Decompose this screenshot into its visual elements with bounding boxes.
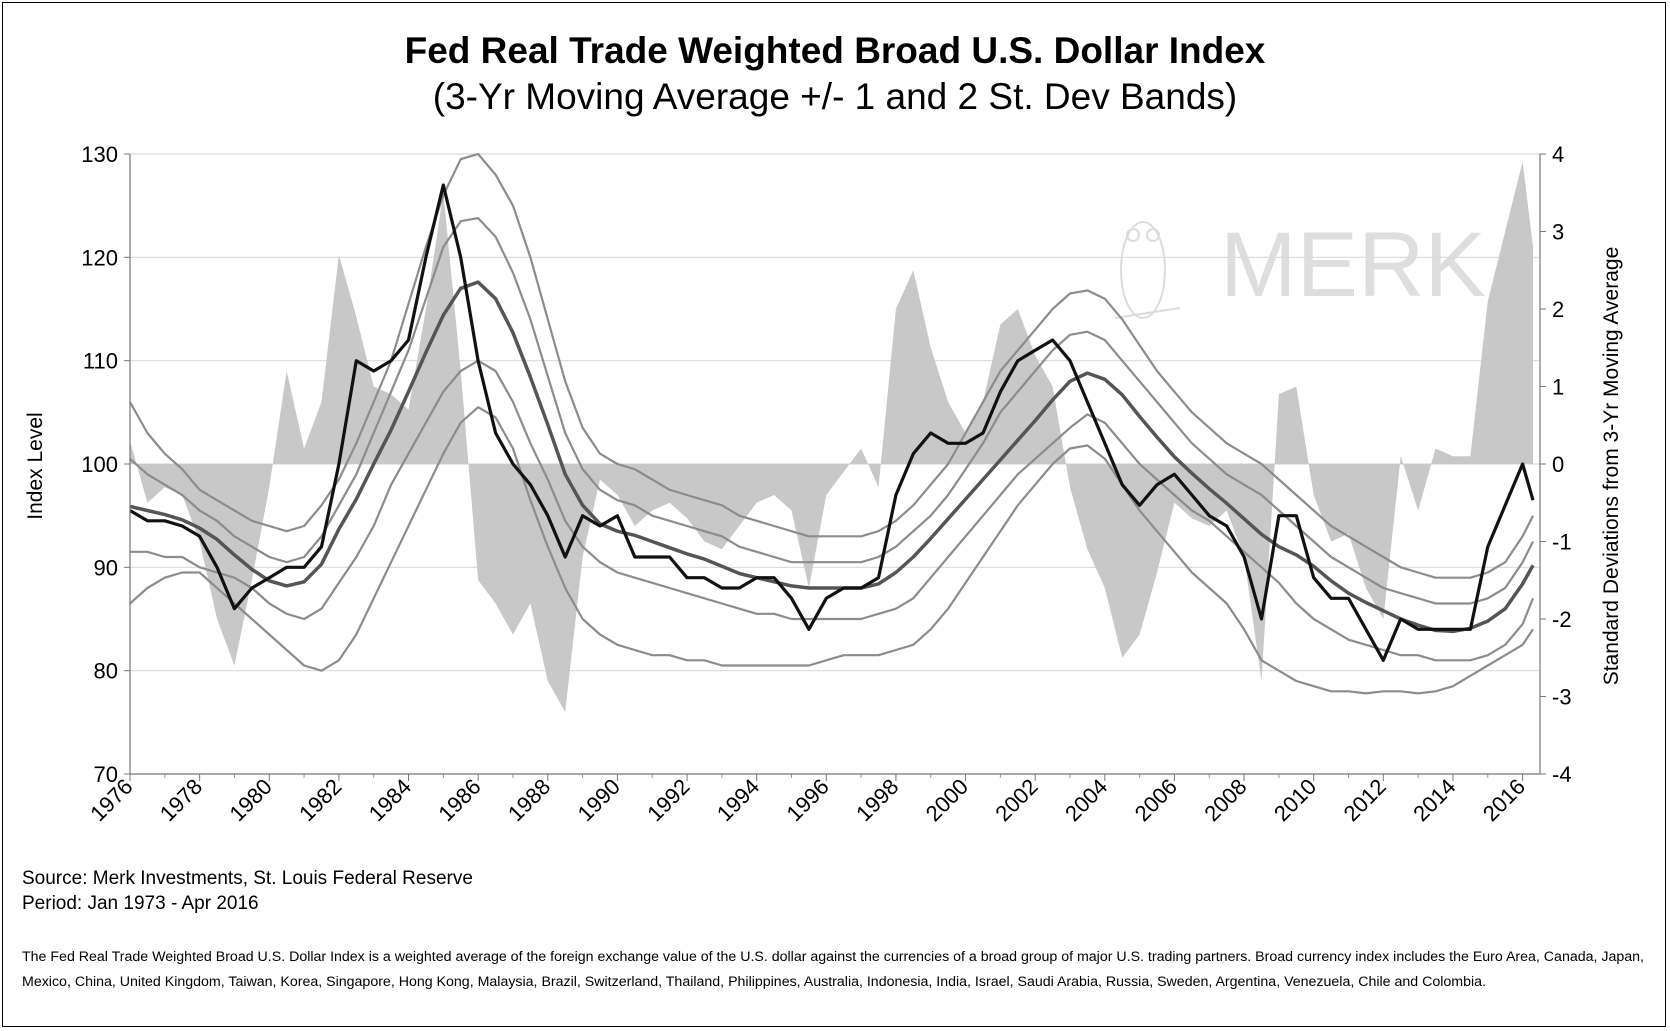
y-tick-label: 110 bbox=[83, 349, 118, 374]
x-tick-label: 2016 bbox=[1478, 774, 1530, 826]
deviation-area bbox=[130, 161, 1534, 712]
y-tick-label: 90 bbox=[94, 555, 118, 580]
axes bbox=[124, 153, 1546, 781]
footnote-text: The Fed Real Trade Weighted Broad U.S. D… bbox=[22, 949, 1644, 990]
y2-tick-label: -2 bbox=[1552, 607, 1572, 632]
y2-tick-label: 1 bbox=[1552, 375, 1564, 400]
y-tick-label: 130 bbox=[81, 142, 118, 167]
x-tick-label: 1994 bbox=[712, 774, 764, 826]
minus-1sd-band-line bbox=[130, 359, 1535, 662]
y-tick-label: 80 bbox=[94, 659, 118, 684]
x-tick-label: 2002 bbox=[990, 774, 1042, 826]
x-tick-label: 1980 bbox=[225, 774, 277, 826]
x-tick-label: 2000 bbox=[921, 774, 973, 826]
owl-logo-icon bbox=[1114, 221, 1181, 319]
x-tick-label: 1992 bbox=[642, 774, 694, 826]
plus-1sd-band-line bbox=[129, 217, 1534, 605]
y2-tick-label: 2 bbox=[1552, 297, 1564, 322]
merk-watermark: MERK bbox=[1114, 214, 1486, 319]
x-tick-label: 1982 bbox=[294, 774, 346, 826]
y2-tick-label: -4 bbox=[1552, 762, 1572, 787]
chart-subtitle: (3-Yr Moving Average +/- 1 and 2 St. Dev… bbox=[432, 76, 1238, 117]
x-tick-label: 1978 bbox=[155, 774, 207, 826]
x-tick-label: 2010 bbox=[1269, 774, 1321, 826]
x-tick-label: 2004 bbox=[1060, 774, 1112, 826]
x-tick-label: 1998 bbox=[851, 774, 903, 826]
source-text: Source: Merk Investments, St. Louis Fede… bbox=[22, 868, 473, 889]
y-axis-label: Index Level bbox=[24, 412, 47, 519]
deviation-area-shape bbox=[130, 161, 1534, 712]
y2-tick-label: 4 bbox=[1552, 142, 1564, 167]
y2-tick-label: -1 bbox=[1552, 530, 1572, 555]
x-tick-label: 1990 bbox=[573, 774, 625, 826]
y-tick-label: 100 bbox=[81, 452, 118, 477]
period-text: Period: Jan 1973 - Apr 2016 bbox=[22, 893, 259, 914]
x-tick-label: 1986 bbox=[433, 774, 485, 826]
y2-tick-label: 3 bbox=[1552, 220, 1564, 245]
plus-2sd-band-line bbox=[129, 152, 1534, 579]
watermark-text: MERK bbox=[1220, 214, 1486, 316]
x-tick-label: 2006 bbox=[1130, 774, 1182, 826]
x-tick-label: 2012 bbox=[1339, 774, 1391, 826]
x-tick-label: 2008 bbox=[1199, 774, 1251, 826]
chart-title: Fed Real Trade Weighted Broad U.S. Dolla… bbox=[404, 30, 1266, 71]
x-tick-label: 1996 bbox=[782, 774, 834, 826]
x-tick-label: 1988 bbox=[503, 774, 555, 826]
index-line bbox=[129, 183, 1535, 662]
moving-average-line bbox=[129, 280, 1535, 634]
x-tick-label: 2014 bbox=[1408, 774, 1460, 826]
x-tick-label: 1984 bbox=[364, 774, 416, 826]
y-tick-label: 120 bbox=[81, 245, 118, 270]
minus-2sd-band-line bbox=[129, 406, 1534, 695]
y2-axis-label: Standard Deviations from 3-Yr Moving Ave… bbox=[1600, 247, 1623, 686]
series-lines bbox=[129, 152, 1535, 695]
y2-tick-label: 0 bbox=[1552, 452, 1564, 477]
y2-tick-label: -3 bbox=[1552, 685, 1572, 710]
y-tick-label: 70 bbox=[94, 762, 118, 787]
